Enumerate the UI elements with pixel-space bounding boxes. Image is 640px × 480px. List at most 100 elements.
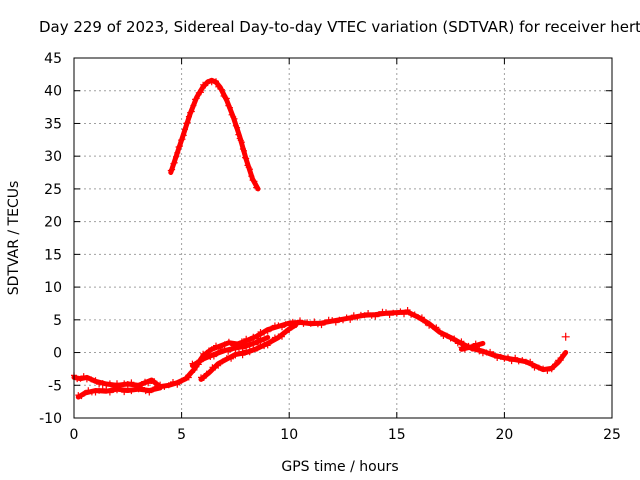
data-point (289, 323, 296, 329)
x-axis-label: GPS time / hours (281, 459, 398, 475)
plot-frame (73, 57, 613, 419)
data-point (451, 335, 458, 342)
data-point (243, 335, 250, 342)
data-point (139, 384, 146, 391)
data-point (174, 381, 181, 388)
data-point (390, 309, 397, 316)
data-point (206, 369, 213, 376)
data-point (246, 349, 253, 356)
data-point (77, 375, 84, 382)
data-point (106, 389, 113, 396)
data-point (375, 311, 382, 318)
data-point (117, 385, 124, 392)
x-tick-label: 0 (70, 427, 79, 443)
data-point (404, 307, 411, 313)
data-point (322, 319, 329, 326)
data-point (257, 329, 264, 335)
data-point (200, 375, 207, 381)
data-point (198, 89, 204, 96)
data-point (461, 346, 468, 353)
data-point (368, 312, 375, 319)
data-point (426, 322, 433, 329)
data-point (184, 119, 191, 126)
data-point (227, 104, 233, 111)
data-point (515, 358, 522, 365)
data-point (332, 319, 339, 326)
data-point (75, 392, 82, 399)
data-point (142, 378, 148, 385)
data-point (508, 358, 515, 365)
data-point (231, 115, 238, 122)
data-point (401, 311, 407, 318)
y-tick-label: 40 (44, 84, 62, 100)
data-point (350, 312, 357, 319)
data-point (433, 324, 440, 331)
data-point (282, 328, 289, 335)
data-point (190, 102, 197, 109)
data-point (202, 82, 209, 89)
data-point (257, 335, 264, 342)
data-point (200, 356, 207, 363)
data-point (544, 367, 551, 374)
data-point (223, 355, 230, 362)
data-point (161, 383, 168, 390)
data-point (173, 153, 179, 160)
data-point (476, 342, 483, 349)
data-point (329, 317, 336, 324)
data-point (275, 322, 282, 329)
data-point (501, 355, 508, 362)
data-point (479, 350, 486, 357)
data-point (418, 314, 425, 321)
y-tick-label: 10 (44, 280, 62, 296)
data-point (225, 338, 232, 345)
data-point (307, 320, 314, 327)
data-point (257, 341, 264, 348)
y-tick-label: 0 (53, 346, 62, 362)
data-point (242, 154, 249, 161)
data-point (268, 338, 275, 345)
data-point (527, 358, 534, 365)
data-point (251, 178, 258, 185)
data-point (253, 333, 260, 340)
data-point (429, 323, 436, 330)
data-point (243, 341, 250, 347)
data-point (81, 390, 88, 397)
data-point (99, 385, 106, 392)
data-point (153, 383, 160, 390)
y-tick-label: 45 (44, 51, 62, 67)
data-point (243, 155, 250, 162)
data-point (103, 387, 110, 394)
data-point (114, 380, 120, 387)
data-point (232, 352, 239, 359)
data-point (215, 362, 222, 369)
data-point (219, 358, 226, 365)
data-point (232, 346, 239, 352)
y-tick-label: 5 (53, 313, 62, 329)
y-tick-label: 20 (44, 215, 62, 231)
data-point (472, 340, 479, 347)
data-point (210, 353, 217, 360)
data-point (223, 95, 230, 102)
data-point (253, 339, 260, 346)
data-point (286, 327, 293, 333)
data-point (235, 131, 242, 138)
data-point (540, 365, 547, 372)
data-point (225, 348, 232, 355)
data-point (114, 387, 120, 394)
series-main-trace (71, 309, 569, 390)
series-layer (71, 77, 570, 400)
data-point (146, 389, 153, 396)
data-point (128, 388, 135, 395)
data-point (92, 389, 99, 396)
data-point (361, 312, 368, 319)
data-point (300, 320, 307, 327)
data-point (552, 361, 558, 368)
data-point (165, 382, 172, 389)
data-point (548, 366, 555, 373)
data-point (560, 351, 567, 358)
y-tick-label: 15 (44, 247, 62, 263)
data-point (178, 377, 185, 384)
data-point (80, 373, 87, 380)
data-point (497, 353, 504, 360)
